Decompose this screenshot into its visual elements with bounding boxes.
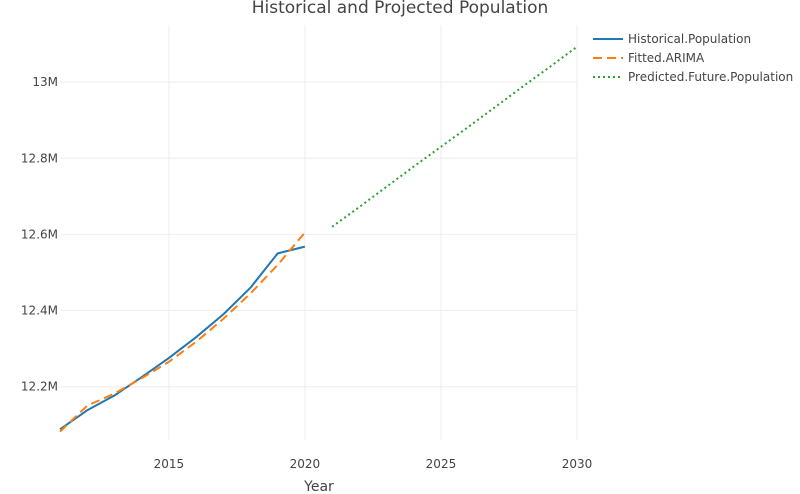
x-axis-title: Year xyxy=(303,479,334,494)
y-tick-label: 12.2M xyxy=(21,380,58,394)
x-tick-label: 2025 xyxy=(426,457,457,471)
x-tick-label: 2020 xyxy=(290,457,321,471)
x-tick-label: 2015 xyxy=(154,457,185,471)
series-line-2 xyxy=(59,231,306,433)
y-tick-label: 12.8M xyxy=(21,151,58,165)
grid xyxy=(60,25,578,440)
chart-title: Historical and Projected Population xyxy=(252,0,549,18)
plot-area xyxy=(59,45,578,433)
legend-label: Historical.Population xyxy=(628,32,751,46)
legend-label: Predicted.Future.Population xyxy=(628,70,793,84)
legend-item-2[interactable]: Fitted.ARIMA xyxy=(593,51,705,65)
series-line-1 xyxy=(59,245,306,431)
series-line-3 xyxy=(331,45,578,228)
legend-item-3[interactable]: Predicted.Future.Population xyxy=(593,70,793,84)
y-tick-label: 12.6M xyxy=(21,227,58,241)
y-tick-label: 12.4M xyxy=(21,304,58,318)
legend-item-1[interactable]: Historical.Population xyxy=(593,32,751,46)
x-axis-ticks: 2015 2020 2025 2030 xyxy=(154,457,593,471)
legend[interactable]: Historical.Population Fitted.ARIMA Predict… xyxy=(593,32,793,84)
x-tick-label: 2030 xyxy=(562,457,593,471)
legend-label: Fitted.ARIMA xyxy=(628,51,705,65)
y-axis-ticks: 12.2M 12.4M 12.6M 12.8M 13M xyxy=(21,75,58,394)
y-tick-label: 13M xyxy=(32,75,58,89)
